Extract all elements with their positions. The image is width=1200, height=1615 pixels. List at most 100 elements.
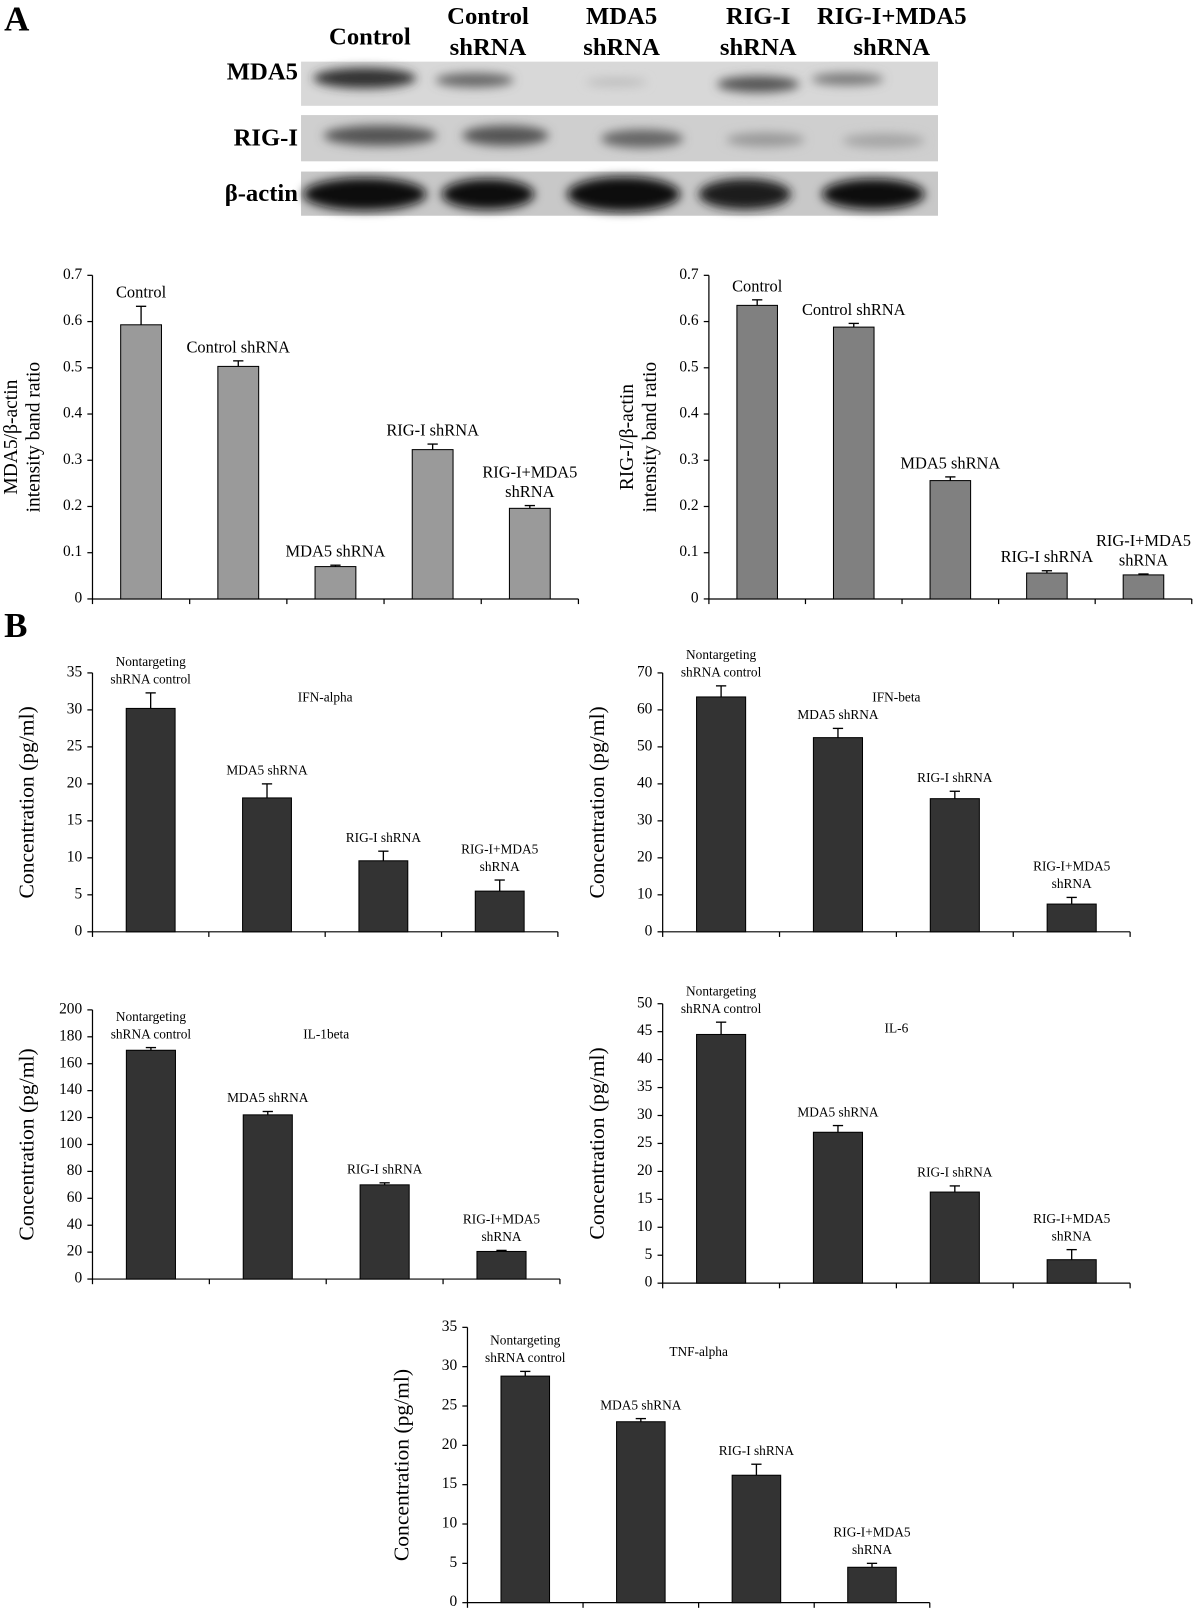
bar-label: Nontargeting	[686, 983, 756, 998]
bar	[125, 1049, 176, 1280]
y-tick-label: 20	[67, 1243, 83, 1260]
bar-label: shRNA	[1052, 876, 1092, 891]
bar-label: RIG-I+MDA5	[463, 1212, 541, 1227]
y-tick-label: 30	[637, 1106, 653, 1123]
y-tick-label: 10	[637, 1218, 653, 1235]
bar-label: shRNA control	[110, 672, 191, 687]
bar	[120, 324, 163, 600]
bar	[359, 1184, 410, 1280]
bar-label: MDA5 shRNA	[900, 453, 1000, 472]
bar-label: shRNA control	[485, 1350, 566, 1365]
y-tick-label: 0	[645, 922, 653, 939]
y-tick-label: 80	[67, 1162, 83, 1179]
bar	[476, 1250, 527, 1280]
lane-label: MDA5	[586, 3, 657, 30]
bar	[125, 707, 176, 933]
bar-label: MDA5 shRNA	[227, 1090, 309, 1105]
bar	[242, 797, 292, 933]
y-tick-label: 40	[637, 774, 653, 791]
bar-label: Control	[732, 276, 783, 295]
bar	[847, 1566, 897, 1604]
row-label: RIG-I	[234, 124, 298, 151]
y-axis-label: Concentration (pg/ml)	[585, 706, 609, 898]
bar-label: MDA5 shRNA	[797, 707, 879, 722]
y-tick-label: 20	[637, 1162, 653, 1179]
bar-label: shRNA control	[681, 1001, 762, 1016]
bar	[929, 798, 980, 933]
bar-label: RIG-I+MDA5	[482, 462, 577, 481]
y-tick-label: 50	[637, 994, 653, 1011]
y-tick-label: 0.5	[63, 358, 83, 375]
y-tick-label: 35	[67, 663, 83, 680]
y-tick-label: 0.1	[679, 543, 698, 560]
bar	[696, 696, 747, 933]
panel-label: A	[4, 0, 29, 39]
y-tick-label: 0.3	[679, 451, 699, 468]
y-tick-label: 35	[442, 1318, 458, 1335]
y-tick-label: 160	[59, 1054, 82, 1071]
y-tick-label: 50	[637, 737, 653, 754]
y-tick-label: 30	[442, 1357, 458, 1374]
bar	[1046, 903, 1097, 933]
y-axis-label: Concentration (pg/ml)	[15, 1048, 39, 1240]
bar-label: Nontargeting	[116, 1009, 186, 1024]
y-tick-label: 0	[75, 589, 83, 606]
bar-label: RIG-I shRNA	[346, 830, 422, 845]
y-tick-label: 25	[442, 1397, 458, 1414]
y-tick-label: 0.7	[679, 266, 699, 283]
bar-label: shRNA	[1052, 1228, 1092, 1243]
panel-label: B	[4, 606, 27, 645]
bar	[616, 1421, 666, 1604]
y-tick-label: 140	[59, 1081, 82, 1098]
y-axis-label: RIG-I/β-actin	[617, 384, 638, 491]
bar-label: RIG-I+MDA5	[1033, 859, 1111, 874]
bar	[1046, 1259, 1097, 1284]
y-tick-label: 25	[67, 737, 83, 754]
bands	[303, 67, 925, 212]
y-tick-label: 0.2	[679, 497, 698, 514]
bar-label: RIG-I shRNA	[917, 770, 993, 785]
y-tick-label: 5	[645, 1246, 653, 1263]
y-tick-label: 20	[442, 1436, 458, 1453]
y-tick-label: 30	[637, 811, 653, 828]
chart-title: IFN-alpha	[298, 690, 353, 705]
bar	[696, 1033, 747, 1284]
lane-label: RIG-I+MDA5	[817, 3, 967, 30]
bar-label: Control shRNA	[802, 300, 906, 319]
chart-title: IL-1beta	[303, 1027, 349, 1042]
lane-label: Control	[447, 3, 529, 30]
bar-label: RIG-I shRNA	[917, 1165, 993, 1180]
y-tick-label: 0.5	[679, 358, 699, 375]
y-tick-label: 35	[637, 1078, 653, 1095]
y-tick-label: 0.7	[63, 266, 83, 283]
bar-label: MDA5 shRNA	[226, 763, 308, 778]
y-axis-label: Concentration (pg/ml)	[15, 706, 39, 898]
y-tick-label: 0.6	[679, 312, 699, 329]
bar-label: RIG-I+MDA5	[1096, 531, 1191, 550]
chart-title: TNF-alpha	[669, 1344, 728, 1359]
bar	[508, 507, 551, 600]
y-tick-label: 25	[637, 1134, 653, 1151]
bar-label: RIG-I shRNA	[347, 1162, 423, 1177]
y-tick-label: 0.4	[63, 405, 83, 422]
bar-label: shRNA	[1119, 550, 1168, 569]
bar	[929, 480, 972, 600]
y-axis-label: MDA5/β-actin	[1, 379, 22, 494]
y-tick-label: 10	[637, 885, 653, 902]
bar-label: RIG-I shRNA	[1001, 547, 1094, 566]
y-tick-label: 120	[59, 1108, 82, 1125]
y-axis-label: intensity band ratio	[640, 362, 661, 513]
bar-label: Nontargeting	[686, 647, 756, 662]
y-tick-label: 40	[637, 1050, 653, 1067]
bar-label: Nontargeting	[116, 654, 186, 669]
bar	[242, 1114, 293, 1280]
bar-label: shRNA	[481, 1229, 521, 1244]
bar	[812, 1131, 864, 1284]
bar	[500, 1375, 551, 1604]
y-tick-label: 70	[637, 663, 653, 680]
bar	[731, 1474, 782, 1604]
bar	[812, 737, 864, 933]
bar-label: MDA5 shRNA	[285, 542, 385, 561]
bar-label: shRNA	[852, 1542, 892, 1557]
bar-label: RIG-I shRNA	[386, 421, 479, 440]
